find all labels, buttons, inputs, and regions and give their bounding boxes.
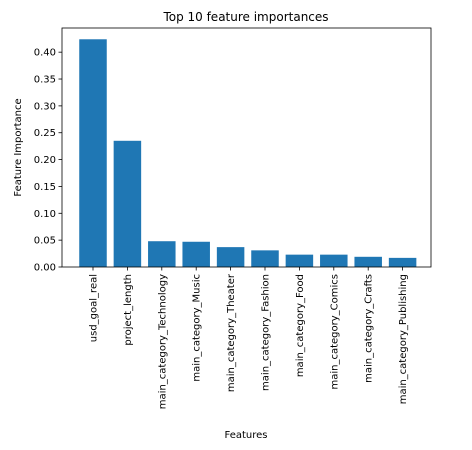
- x-tick-label: main_category_Technology: [157, 274, 168, 409]
- bar-main_category_Crafts: [354, 256, 382, 267]
- plot-area: 0.00 0.05 0.10 0.15 0.20 0.25 0.30 0.35 0.40 usd_…: [34, 27, 432, 409]
- bar-main_category_Music: [182, 241, 210, 267]
- bar-main_category_Food: [285, 254, 314, 267]
- x-tick-label: main_category_Food: [295, 274, 306, 377]
- y-axis-label: Feature Importance: [13, 98, 24, 196]
- chart-title: Top 10 feature importances: [162, 10, 328, 24]
- x-tick-label: main_category_Theater: [226, 273, 237, 392]
- bar-main_category_Publishing: [388, 257, 417, 267]
- x-axis-label: Features: [225, 430, 268, 441]
- y-tick-label: 0.05: [34, 236, 56, 247]
- y-tick-label: 0.20: [34, 155, 56, 166]
- x-tick-label: project_length: [123, 274, 134, 346]
- y-tick-label: 0.25: [34, 128, 56, 139]
- y-tick-label: 0.35: [34, 75, 56, 86]
- x-tick-label: main_category_Crafts: [364, 274, 375, 383]
- x-tick-label: main_category_Fashion: [261, 274, 272, 391]
- bar-project_length: [113, 140, 142, 267]
- bar-main_category_Fashion: [251, 250, 279, 267]
- y-tick-label: 0.40: [34, 48, 56, 59]
- y-tick-label: 0.10: [34, 209, 56, 220]
- x-tick-label: usd_goal_real: [89, 274, 100, 342]
- bar-main_category_Comics: [320, 254, 348, 267]
- y-tick-label: 0.00: [34, 263, 56, 274]
- x-tick-label: main_category_Publishing: [398, 274, 409, 404]
- axes-frame: [61, 27, 432, 268]
- y-tick-label: 0.15: [34, 182, 56, 193]
- x-tick-label: main_category_Music: [192, 274, 203, 382]
- x-tick-label: main_category_Comics: [329, 274, 340, 390]
- bar-main_category_Theater: [216, 247, 245, 267]
- y-tick-label: 0.30: [34, 101, 56, 112]
- bar-main_category_Technology: [148, 241, 176, 267]
- bar-usd_goal_real: [79, 39, 107, 267]
